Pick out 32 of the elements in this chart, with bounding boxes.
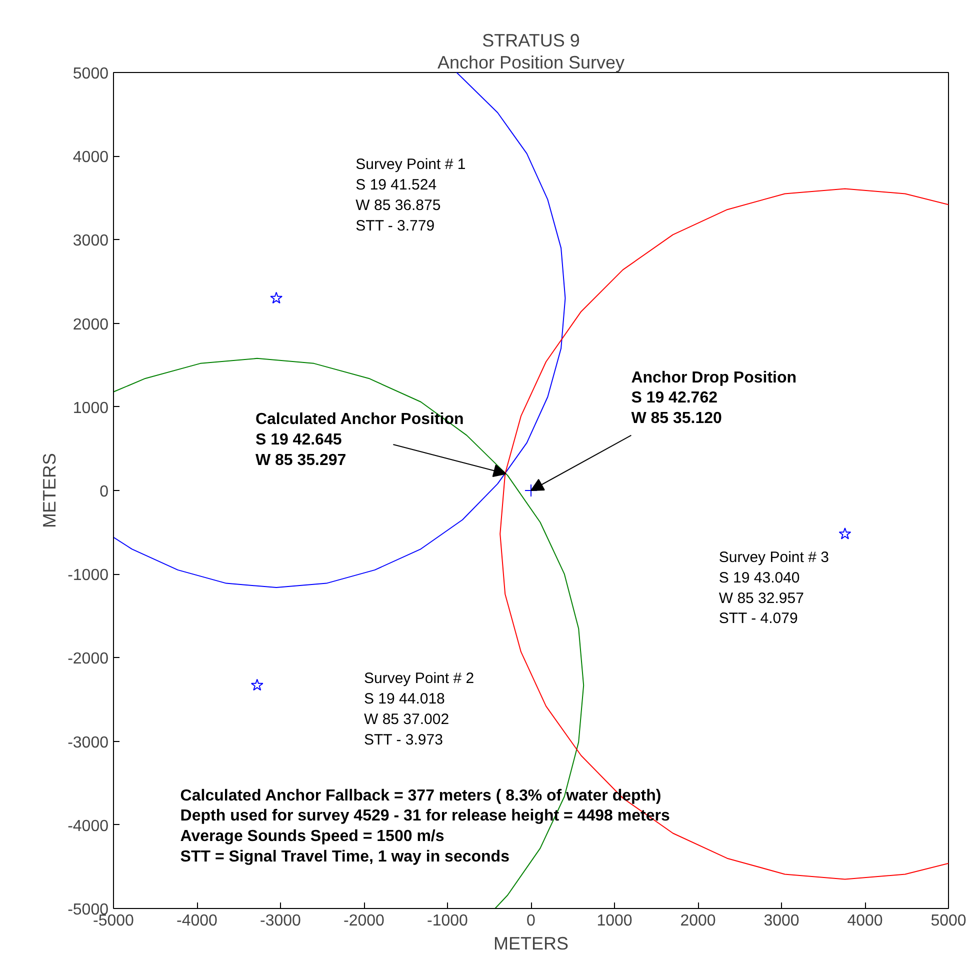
point <box>250 678 264 691</box>
y-tick-label: -4000 <box>68 818 109 835</box>
line-series <box>114 72 566 588</box>
y-tick-label: 3000 <box>72 232 109 250</box>
y-tick-label: 0 <box>100 484 109 500</box>
y-tick-label: 1000 <box>72 400 109 417</box>
y-tick-label: 5000 <box>72 66 109 82</box>
point <box>270 292 283 304</box>
annotation: Survey Point # 1 S 19 41.524 W 85 36.875 STT - 3.779 <box>356 156 466 234</box>
x-tick-label: -4000 <box>176 912 218 930</box>
y-tick-label: -2000 <box>68 650 109 668</box>
chart-title: STRATUS 9 <box>482 30 580 50</box>
y-tick-label: -1000 <box>68 567 109 584</box>
x-tick-label: 2000 <box>680 912 716 930</box>
y-tick-label: 2000 <box>72 316 109 334</box>
x-tick-label: -3000 <box>260 912 302 930</box>
chart-subtitle: Anchor Position Survey <box>437 52 625 72</box>
annotation: Anchor Drop Position S 19 42.762 W 85 35.120 <box>631 369 797 428</box>
x-tick-label: -1000 <box>427 912 468 930</box>
annotation: Survey Point # 2 S 19 44.018 W 85 37.002 STT - 3.973 <box>364 670 474 748</box>
x-axis-title: METERS <box>493 934 569 954</box>
annotation: Survey Point # 3 S 19 43.040 W 85 32.957 STT - 4.079 <box>718 549 829 628</box>
point <box>838 527 852 540</box>
x-tick-label: 3000 <box>764 912 800 930</box>
y-axis-title: METERS <box>40 452 60 528</box>
y-tick-label: 4000 <box>72 149 109 166</box>
x-tick-label: 4000 <box>847 912 883 930</box>
x-tick-label: 0 <box>526 912 536 930</box>
x-tick-label: 1000 <box>596 912 632 930</box>
y-tick-label: -3000 <box>68 734 109 752</box>
x-tick-label: 5000 <box>930 912 966 930</box>
x-tick-label: -2000 <box>344 912 385 930</box>
